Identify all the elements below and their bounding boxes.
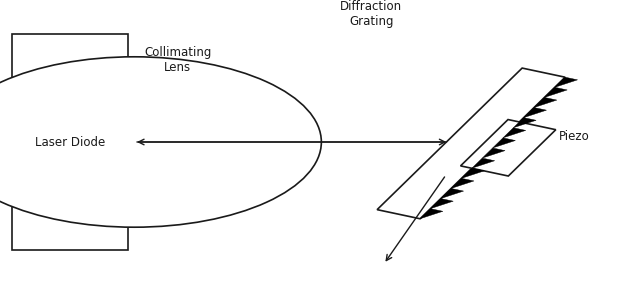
Polygon shape <box>503 128 526 138</box>
Polygon shape <box>555 77 578 87</box>
Polygon shape <box>80 84 94 200</box>
Polygon shape <box>461 120 556 176</box>
Circle shape <box>0 57 321 227</box>
Polygon shape <box>431 199 453 209</box>
Polygon shape <box>472 158 495 168</box>
Text: Piezo: Piezo <box>558 130 589 143</box>
Text: Diffraction
Grating: Diffraction Grating <box>340 0 402 28</box>
Text: Collimating
Lens: Collimating Lens <box>144 46 212 74</box>
Polygon shape <box>544 87 567 97</box>
Polygon shape <box>524 108 547 118</box>
Polygon shape <box>482 148 505 158</box>
Polygon shape <box>462 168 484 178</box>
Polygon shape <box>441 188 464 199</box>
Polygon shape <box>377 68 565 219</box>
Text: Laser Diode: Laser Diode <box>36 135 105 149</box>
Polygon shape <box>420 209 443 219</box>
Bar <box>12 34 128 250</box>
Polygon shape <box>514 118 536 128</box>
Polygon shape <box>534 97 557 108</box>
Polygon shape <box>451 178 474 188</box>
Polygon shape <box>492 138 515 148</box>
